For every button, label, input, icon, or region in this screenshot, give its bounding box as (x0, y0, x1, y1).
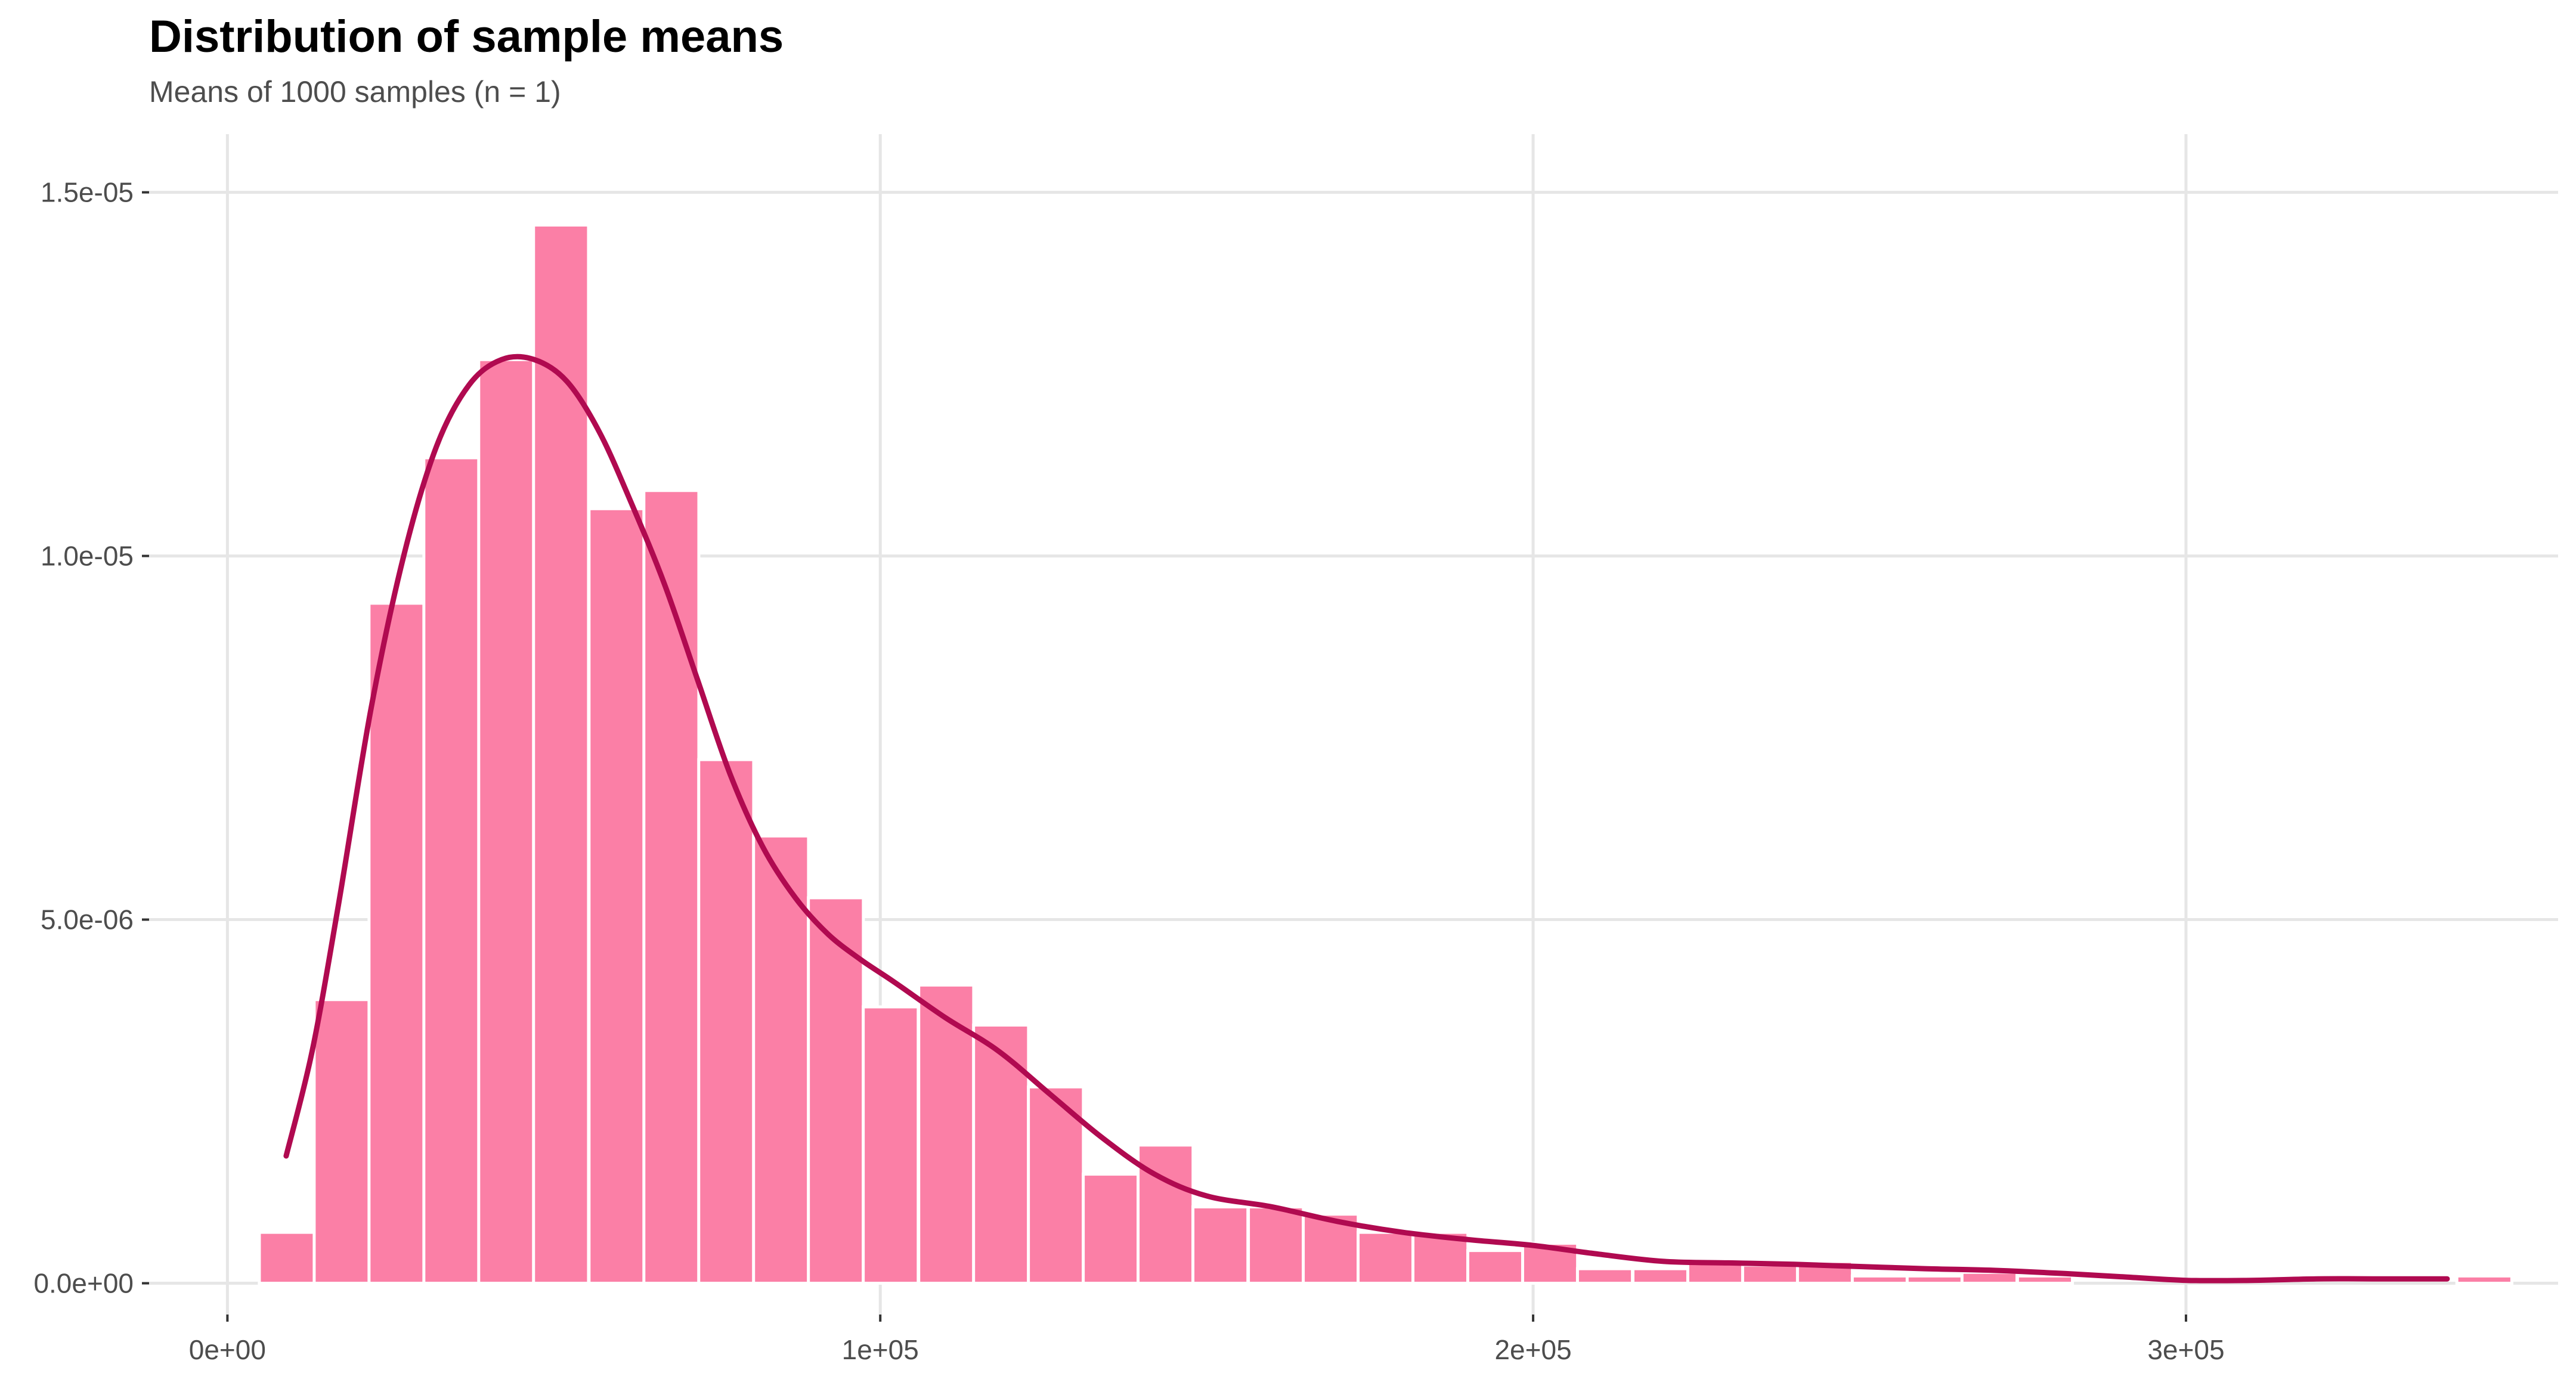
histogram-bar (587, 507, 646, 1285)
histogram-bar (1741, 1263, 1800, 1285)
histogram-bar (1191, 1205, 1250, 1285)
histogram-bar (1247, 1205, 1305, 1285)
histogram-bar (1850, 1274, 1909, 1285)
histogram-bar (2455, 1274, 2513, 1285)
histogram-bar (1960, 1270, 2018, 1285)
histogram-bar (972, 1023, 1030, 1285)
density-curve (283, 354, 2450, 1284)
histogram-bar (697, 758, 756, 1285)
histogram-bar (1082, 1173, 1140, 1285)
histogram-bar (1466, 1249, 1525, 1285)
histogram-bar (2015, 1274, 2075, 1285)
histogram-bar (367, 602, 426, 1285)
histogram-bar (422, 456, 481, 1285)
y-tick-label: 1.0e-05 (41, 541, 134, 572)
x-tick-label: 0e+00 (189, 1334, 266, 1365)
chart-subtitle: Means of 1000 samples (n = 1) (149, 75, 561, 108)
histogram-bar (477, 358, 535, 1285)
x-tick-label: 2e+05 (1494, 1334, 1571, 1365)
chart-title: Distribution of sample means (149, 11, 784, 62)
histogram-bars (258, 223, 2513, 1285)
x-tick-label: 1e+05 (842, 1334, 919, 1365)
histogram-bar (1575, 1267, 1634, 1285)
y-axis: 0.0e+00 5.0e-06 1.0e-05 1.5e-05 (33, 177, 149, 1299)
histogram-bar (258, 1230, 316, 1285)
x-tick-label: 3e+05 (2147, 1334, 2224, 1365)
histogram-bar (1137, 1143, 1195, 1285)
density-curve-layer (283, 354, 2450, 1284)
histogram-bar (312, 998, 371, 1285)
histogram-bar (1905, 1274, 1964, 1285)
y-tick-label: 0.0e+00 (33, 1268, 134, 1299)
histogram-bar (1631, 1267, 1690, 1285)
histogram-bar (1357, 1230, 1415, 1285)
histogram-bar (862, 1005, 920, 1285)
histogram-bar (532, 223, 590, 1285)
y-tick-label: 1.5e-05 (41, 177, 134, 208)
x-axis: 0e+00 1e+05 2e+05 3e+05 (189, 1315, 2225, 1365)
y-tick-label: 5.0e-06 (41, 904, 134, 935)
